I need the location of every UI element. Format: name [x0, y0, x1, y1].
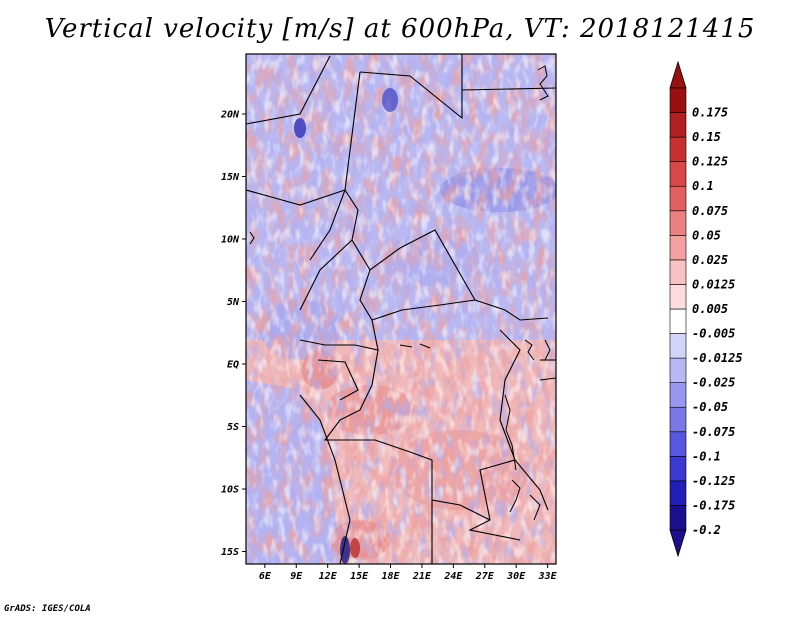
- lon-tick-label: 6E: [259, 571, 272, 582]
- colorbar-arrow-max: [669, 60, 687, 89]
- colorbar-segment: [669, 112, 687, 138]
- lon-tick-label: 18E: [381, 571, 400, 582]
- colorbar-label: -0.075: [692, 425, 735, 439]
- colorbar-segment: [669, 431, 687, 457]
- colorbar-label: -0.025: [692, 376, 735, 390]
- colorbar-segment: [669, 406, 687, 433]
- colorbar-segment: [669, 161, 687, 187]
- colorbar-segment: [669, 185, 687, 212]
- colorbar-segment: [669, 357, 687, 383]
- lon-tick-label: 9E: [290, 571, 303, 582]
- lat-tick-label: 5S: [227, 422, 239, 433]
- colorbar-label: -0.05: [692, 400, 728, 414]
- colorbar-arrow-min: [669, 529, 687, 558]
- lat-tick-label: EQ: [227, 360, 239, 371]
- colorbar-label: 0.175: [692, 106, 728, 120]
- lon-tick-label: 15E: [350, 571, 369, 582]
- map-frame: [245, 53, 557, 565]
- colorbar-label: 0.05: [692, 228, 721, 242]
- colorbar-label: 0.1: [692, 179, 714, 193]
- colorbar-label: -0.175: [692, 498, 735, 512]
- map-title: Vertical velocity [m/s] at 600hPa, VT: 2…: [44, 14, 756, 44]
- lat-tick-label: 15N: [221, 172, 240, 183]
- colorbar-label: -0.005: [692, 327, 735, 341]
- colorbar-segment: [669, 382, 687, 408]
- colorbar-segment: [669, 136, 687, 162]
- colorbar-segment: [669, 480, 687, 506]
- lat-tick-label: 20N: [220, 110, 240, 121]
- colorbar-label: 0.005: [692, 302, 728, 316]
- latitude-axis: 20N 15N 10N 5N EQ 5S 10S 15S: [220, 110, 246, 558]
- colorbar-segment: [669, 235, 687, 261]
- lon-tick-label: 21E: [412, 571, 432, 582]
- lat-tick-label: 15S: [221, 547, 239, 558]
- colorbar-segment: [669, 505, 687, 531]
- colorbar-label: 0.15: [692, 130, 721, 144]
- map-field: [246, 54, 556, 564]
- colorbar-segment: [669, 87, 687, 113]
- lon-tick-label: 33E: [538, 571, 558, 582]
- lat-tick-label: 10S: [221, 485, 239, 496]
- colorbar-segment: [669, 456, 687, 482]
- colorbar-label: -0.1: [692, 449, 721, 463]
- colorbar-label: 0.025: [692, 253, 728, 267]
- colorbar-label: 0.0125: [692, 277, 735, 291]
- colorbar: -0.2 -0.175 -0.125 -0.1 -0.075 -0.05 -0.025 -0.…: [669, 60, 743, 558]
- longitude-axis: 6E 9E 12E 15E 18E 21E 24E 27E 30E 33E: [259, 564, 558, 582]
- lat-tick-label: 10N: [221, 235, 240, 246]
- colorbar-segment: [669, 284, 687, 310]
- country-borders: [246, 54, 556, 564]
- lon-tick-label: 24E: [443, 571, 463, 582]
- colorbar-segment: [669, 259, 687, 285]
- colorbar-label: -0.125: [692, 474, 735, 488]
- colorbar-segment: [669, 333, 687, 359]
- lon-tick-label: 12E: [319, 571, 338, 582]
- lon-tick-label: 27E: [475, 571, 495, 582]
- lake-outlines: [249, 65, 551, 521]
- colorbar-label: 0.125: [692, 155, 728, 169]
- colorbar-label: -0.2: [692, 523, 721, 537]
- lon-tick-label: 30E: [506, 571, 526, 582]
- lat-tick-label: 5N: [227, 297, 240, 308]
- colorbar-label: 0.075: [692, 204, 728, 218]
- colorbar-segment: [669, 308, 687, 334]
- colorbar-label: -0.0125: [692, 351, 743, 365]
- grads-credit: GrADS: IGES/COLA: [4, 604, 91, 614]
- colorbar-segment: [669, 210, 687, 236]
